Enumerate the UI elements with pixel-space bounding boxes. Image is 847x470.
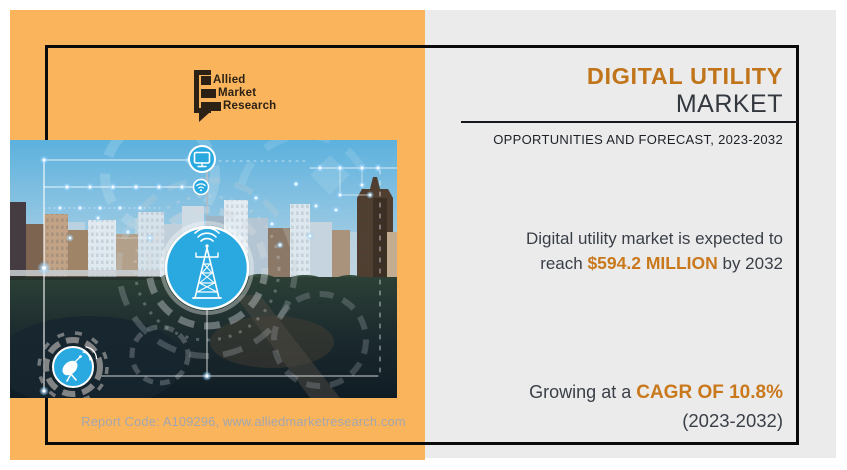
page-title-line1: DIGITAL UTILITY: [586, 63, 783, 89]
forecast-statement: Digital utility market is expected to re…: [526, 226, 783, 276]
radio-tower-icon: [192, 227, 222, 299]
logo-text: Market: [218, 87, 257, 99]
gray-background-panel: [425, 10, 836, 458]
title-divider-line: [461, 121, 798, 123]
logo-text: Research: [223, 100, 277, 112]
logo-row: Research: [201, 100, 276, 113]
report-code-line: Report Code: A109296, www.alliedmarketre…: [81, 414, 406, 429]
logo-bar: [201, 102, 221, 111]
page-title-line2: MARKET: [675, 90, 783, 118]
growth-statement: Growing at a CAGR OF 10.8% (2023-2032): [529, 381, 783, 432]
cagr-highlight: CAGR OF 10.8%: [636, 382, 783, 403]
logo-bar: [201, 89, 216, 98]
city-skyline: [10, 167, 397, 282]
logo-bar: [201, 76, 211, 85]
growth-line1-pre: Growing at a: [529, 382, 637, 402]
gear-rings: [116, 177, 369, 389]
satellite-dish-icon: [62, 346, 98, 382]
forecast-line1: Digital utility market is expected to: [526, 229, 783, 248]
forecast-line2: reach $594.2 MILLION by 2032: [526, 251, 783, 276]
subtitle-forecast-range: OPPORTUNITIES AND FORECAST, 2023-2032: [493, 132, 783, 147]
monitor-icon: [193, 151, 211, 168]
wifi-icon: [196, 183, 206, 192]
forecast-line2-pre: reach: [540, 254, 588, 273]
network-grid-overlay: [43, 159, 397, 392]
network-nodes: [37, 155, 383, 396]
allied-market-research-logo: Allied Market Research: [194, 70, 284, 122]
forecast-line2-post: by 2032: [717, 254, 783, 273]
growth-line1: Growing at a CAGR OF 10.8%: [529, 381, 783, 404]
logo-row: Allied: [201, 74, 276, 87]
logo-text: Allied: [213, 74, 246, 86]
market-value-highlight: $594.2 MILLION: [587, 253, 718, 273]
growth-period: (2023-2032): [682, 410, 783, 431]
city-photo: [10, 140, 397, 398]
logo-row: Market: [201, 87, 276, 100]
satellite-gear-rings: [37, 331, 109, 398]
